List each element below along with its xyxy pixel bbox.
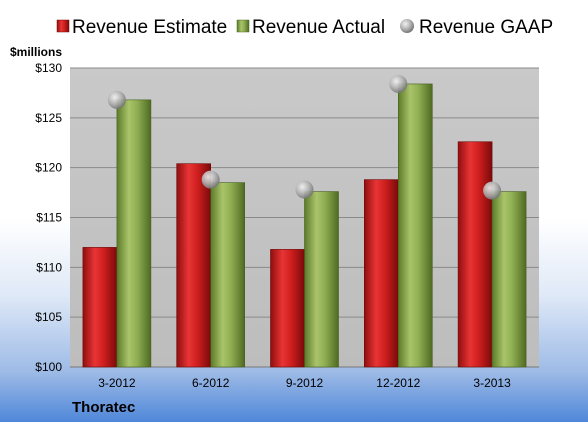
legend-label-gaap: Revenue GAAP xyxy=(419,17,553,38)
legend: Revenue Estimate Revenue Actual Revenue … xyxy=(56,17,553,38)
bar-revenue-actual xyxy=(116,99,152,368)
legend-swatch-actual xyxy=(236,19,250,33)
y-tick-label: $110 xyxy=(36,260,62,274)
legend-item-estimate: Revenue Estimate xyxy=(56,17,227,38)
point-revenue-gaap xyxy=(295,180,314,199)
bar-revenue-estimate xyxy=(82,247,118,368)
legend-label-actual: Revenue Actual xyxy=(252,17,385,38)
company-name: Thoratec xyxy=(72,399,135,416)
bar-revenue-actual xyxy=(491,191,527,368)
bar-revenue-actual xyxy=(210,182,245,368)
x-axis: 3-2012 6-2012 9-2012 12-2012 3-2013 xyxy=(98,376,511,390)
bar-revenue-estimate xyxy=(176,163,211,368)
point-revenue-gaap xyxy=(201,170,220,189)
x-tick-label: 12-2012 xyxy=(376,376,420,390)
legend-marker-gaap xyxy=(400,19,414,33)
bar-revenue-estimate xyxy=(270,249,305,368)
y-axis: $100 $105 $110 $115 $120 $125 $130 xyxy=(35,61,62,374)
bar-revenue-estimate xyxy=(363,179,399,368)
x-tick-label: 3-2013 xyxy=(473,376,511,390)
x-tick-label: 9-2012 xyxy=(286,376,324,390)
y-tick-label: $105 xyxy=(35,310,62,324)
y-tick-label: $120 xyxy=(35,161,62,175)
bars xyxy=(82,83,527,368)
legend-label-estimate: Revenue Estimate xyxy=(72,17,227,38)
point-revenue-gaap xyxy=(107,90,126,109)
x-tick-label: 3-2012 xyxy=(98,376,136,390)
y-tick-label: $115 xyxy=(36,211,62,225)
bar-revenue-estimate xyxy=(457,141,493,368)
legend-swatch-estimate xyxy=(56,19,70,33)
legend-item-actual: Revenue Actual xyxy=(236,17,385,38)
x-tick-label: 6-2012 xyxy=(192,376,230,390)
y-tick-label: $100 xyxy=(35,360,62,374)
bar-revenue-actual xyxy=(304,191,339,368)
y-axis-unit: $millions xyxy=(10,45,62,59)
bar-revenue-actual xyxy=(397,83,433,368)
point-revenue-gaap xyxy=(389,74,408,93)
y-tick-label: $130 xyxy=(35,61,62,75)
y-tick-label: $125 xyxy=(35,111,62,125)
gaap-points xyxy=(107,74,502,200)
point-revenue-gaap xyxy=(483,181,502,200)
legend-item-gaap: Revenue GAAP xyxy=(400,17,553,38)
